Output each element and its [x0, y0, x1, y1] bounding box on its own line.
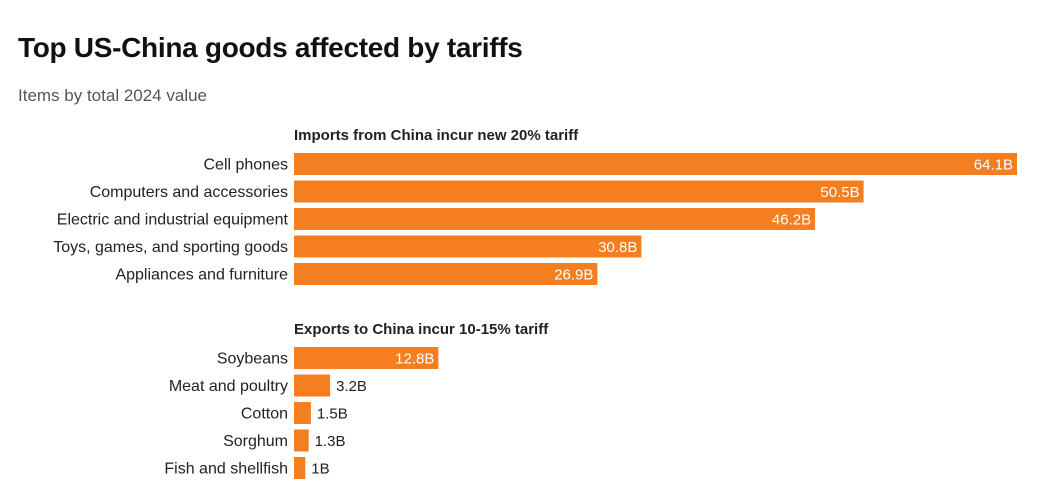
- bar: [294, 263, 598, 285]
- bar: [294, 235, 642, 258]
- chart-subtitle: Items by total 2024 value: [18, 86, 208, 105]
- category-label: Fish and shellfish: [164, 461, 288, 478]
- value-label: 1B: [311, 461, 329, 478]
- category-label: Sorghum: [223, 433, 288, 450]
- bar: [294, 208, 816, 230]
- value-label: 3.2B: [336, 378, 367, 395]
- category-label: Cotton: [241, 406, 288, 423]
- category-label: Electric and industrial equipment: [57, 212, 289, 229]
- bar: [294, 153, 1017, 175]
- bar: [294, 180, 864, 203]
- bar: [294, 347, 439, 369]
- category-label: Soybeans: [217, 351, 288, 368]
- value-label: 1.3B: [315, 433, 346, 450]
- value-label: 30.8B: [598, 239, 637, 256]
- value-label: 50.5B: [820, 184, 859, 201]
- chart-title: Top US-China goods affected by tariffs: [18, 32, 523, 63]
- bar: [294, 402, 311, 424]
- value-label: 12.8B: [395, 351, 434, 368]
- bar: [294, 429, 309, 452]
- value-label: 26.9B: [554, 267, 593, 284]
- value-label: 64.1B: [974, 157, 1013, 174]
- category-label: Computers and accessories: [90, 184, 288, 201]
- category-label: Meat and poultry: [169, 378, 288, 395]
- value-label: 1.5B: [317, 406, 348, 423]
- bar: [294, 457, 306, 479]
- panel-title: Imports from China incur new 20% tariff: [294, 127, 579, 144]
- category-label: Appliances and furniture: [115, 267, 288, 284]
- category-label: Cell phones: [204, 157, 289, 174]
- category-label: Toys, games, and sporting goods: [53, 239, 288, 256]
- value-label: 46.2B: [772, 212, 811, 229]
- panel-title: Exports to China incur 10-15% tariff: [294, 321, 549, 338]
- bar: [294, 374, 331, 397]
